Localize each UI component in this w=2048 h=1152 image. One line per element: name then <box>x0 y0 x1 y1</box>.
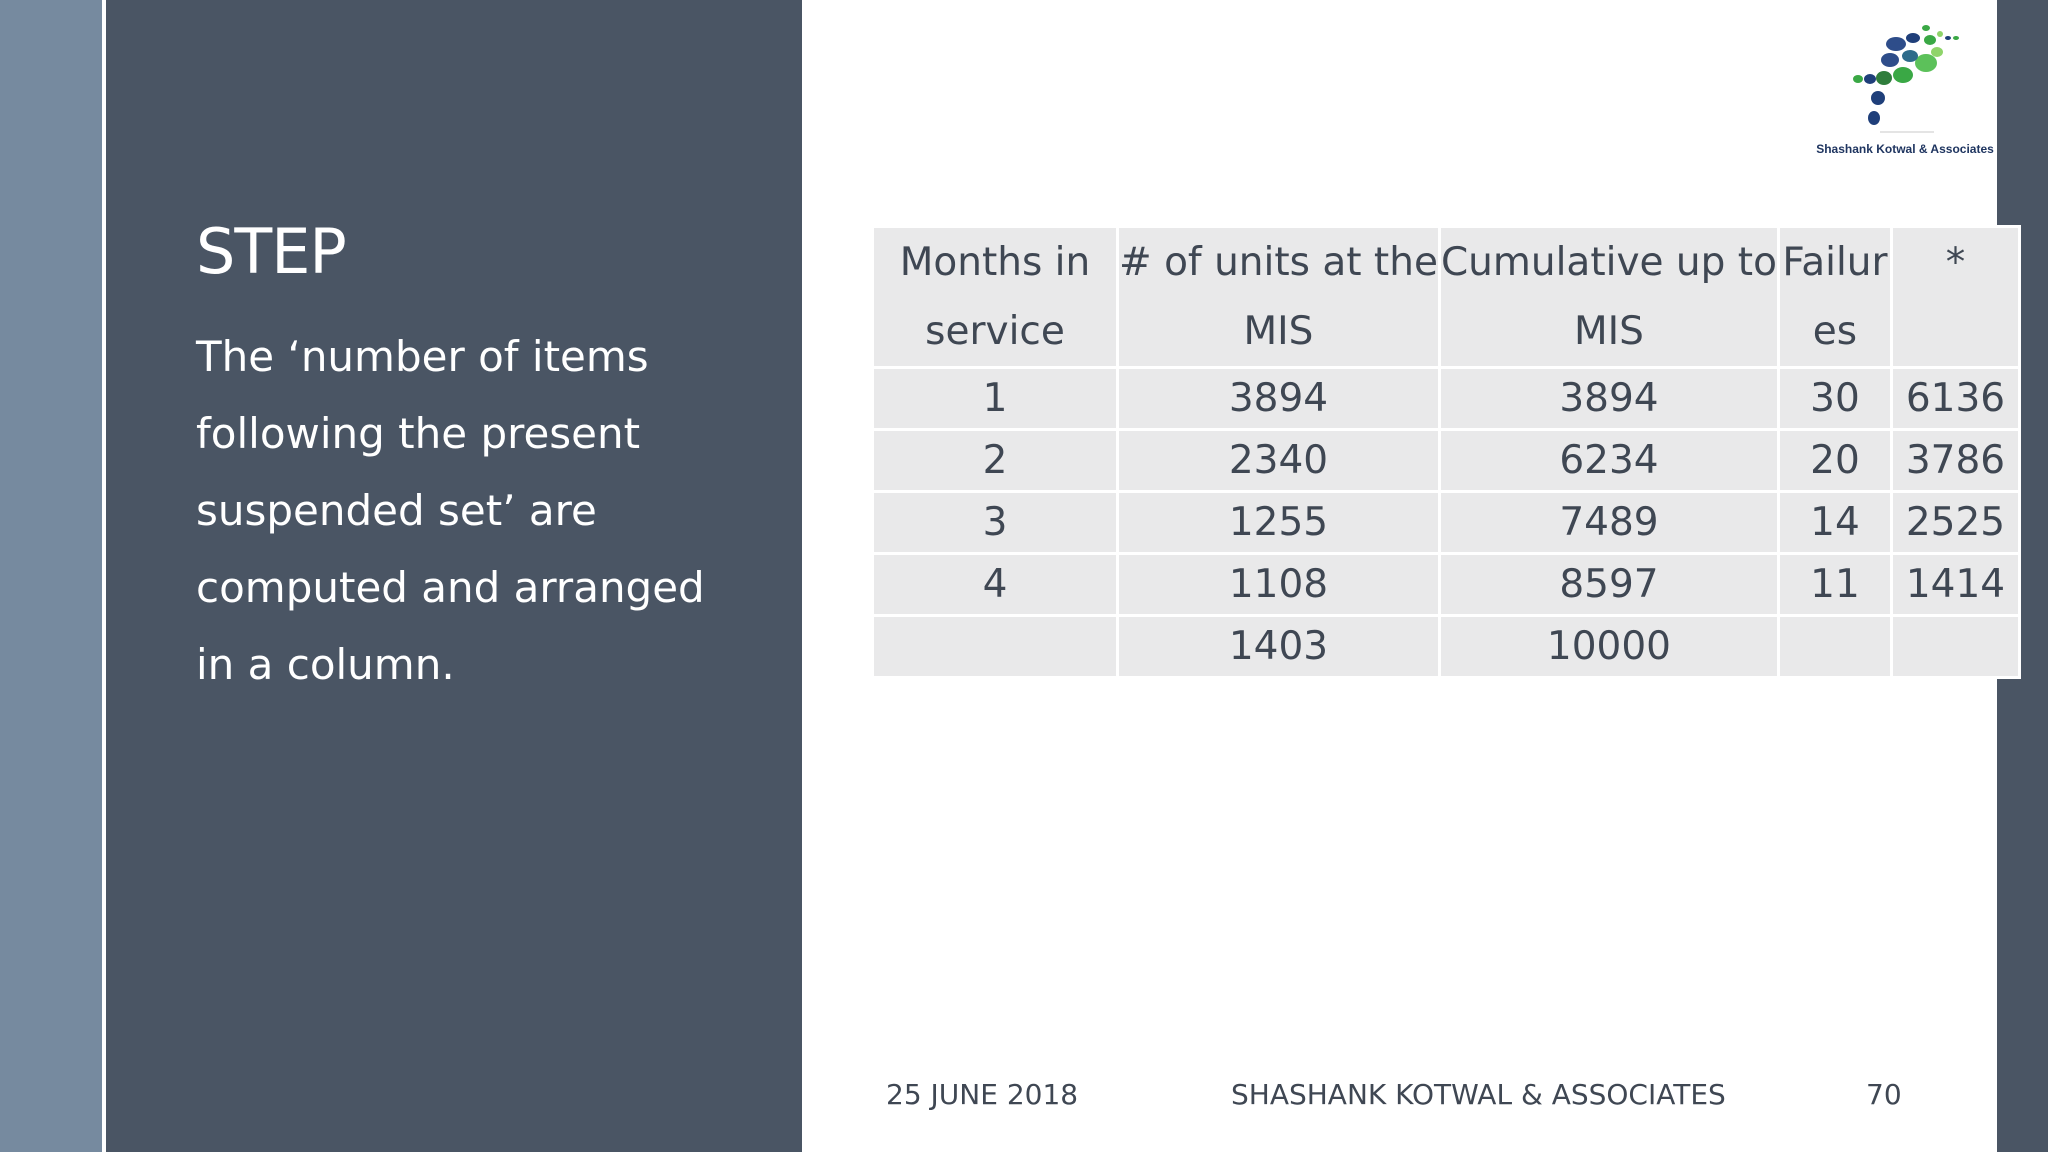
table-cell <box>1776 614 1893 679</box>
slide-title: STEP <box>196 215 347 288</box>
table-cell: 10000 <box>1437 614 1780 679</box>
table-header-row: Months in service # of units at the MIS Cu… <box>871 225 2021 369</box>
table-row: 4 1108 8597 11 1414 <box>871 552 2021 617</box>
header-units-at-mis: # of units at the MIS <box>1116 225 1441 369</box>
table-cell: 3894 <box>1437 366 1780 431</box>
table-cell: 1403 <box>1116 614 1441 679</box>
table-row: 3 1255 7489 14 2525 <box>871 490 2021 555</box>
header-cumulative-up-to-mis: Cumulative up to MIS <box>1437 225 1780 369</box>
table-cell: 6234 <box>1437 428 1780 493</box>
table-row: 1 3894 3894 30 6136 <box>871 366 2021 431</box>
header-asterisk: * <box>1889 225 2021 369</box>
footer-page-number: 70 <box>1866 1078 1902 1111</box>
table-row: 2 2340 6234 20 3786 <box>871 428 2021 493</box>
table-cell: 3786 <box>1889 428 2021 493</box>
slide-body-text: The ‘number of items following the prese… <box>196 332 705 689</box>
footer-organization: SHASHANK KOTWAL & ASSOCIATES <box>1231 1078 1726 1111</box>
table-cell: 2 <box>871 428 1119 493</box>
table-cell: 1 <box>871 366 1119 431</box>
table-cell: 6136 <box>1889 366 2021 431</box>
data-table: Months in service # of units at the MIS Cu… <box>871 225 2021 679</box>
table-cell: 11 <box>1776 552 1893 617</box>
header-failures: Failur es <box>1776 225 1893 369</box>
footer-date: 25 JUNE 2018 <box>886 1078 1079 1111</box>
left-panel <box>106 0 802 1152</box>
header-months-in-service: Months in service <box>871 225 1119 369</box>
divider-line <box>102 0 106 1152</box>
table-cell: 14 <box>1776 490 1893 555</box>
table-cell: 1108 <box>1116 552 1441 617</box>
table-cell <box>871 614 1119 679</box>
left-accent-strip <box>0 0 102 1152</box>
logo-caption: Shashank Kotwal & Associates <box>1816 142 1994 156</box>
table-cell: 3894 <box>1116 366 1441 431</box>
logo-dots-icon <box>1853 25 1959 133</box>
table-cell: 1255 <box>1116 490 1441 555</box>
table-cell: 30 <box>1776 366 1893 431</box>
table-cell: 4 <box>871 552 1119 617</box>
table-cell: 1414 <box>1889 552 2021 617</box>
company-logo: Shashank Kotwal & Associates <box>1810 18 2000 163</box>
table-cell: 7489 <box>1437 490 1780 555</box>
table-cell: 20 <box>1776 428 1893 493</box>
table-cell <box>1889 614 2021 679</box>
table-row: 1403 10000 <box>871 614 2021 679</box>
table-cell: 2525 <box>1889 490 2021 555</box>
table-cell: 8597 <box>1437 552 1780 617</box>
table-cell: 2340 <box>1116 428 1441 493</box>
table-cell: 3 <box>871 490 1119 555</box>
